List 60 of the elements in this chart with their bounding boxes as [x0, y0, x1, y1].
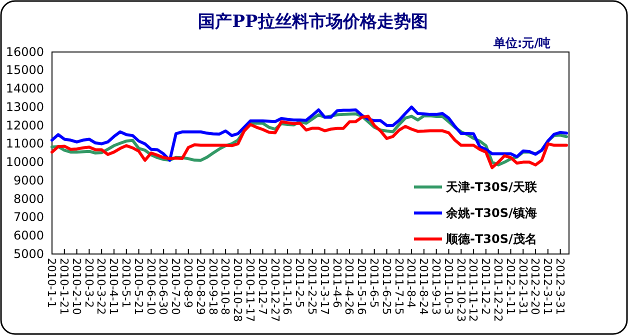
x-tick-label: 2010-1-1	[45, 258, 58, 308]
x-tick-label: 2010-7-20	[169, 258, 182, 315]
x-tick-label: 2010-6-10	[144, 258, 158, 315]
x-tick-label: 2010-1-21	[58, 258, 71, 315]
x-tick-label: 2010-5-21	[132, 258, 145, 315]
x-tick-label: 2010-2-10	[70, 258, 83, 315]
y-tick-label: 11000	[6, 136, 44, 151]
x-tick-label: 2011-12-22	[491, 258, 504, 322]
legend-label: 天津-T30S/天联	[445, 180, 538, 194]
y-tick-label: 5000	[13, 246, 44, 261]
y-tick-label: 7000	[13, 210, 44, 224]
x-tick-label: 2011-6-5	[368, 258, 380, 308]
x-tick-label: 2012-3-31	[553, 258, 566, 315]
y-tick-label: 6000	[13, 228, 44, 242]
x-tick-label: 2011-8-4	[404, 258, 418, 308]
x-tick-label: 2011-1-16	[280, 258, 294, 315]
legend-label: 余姚-T30S/镇海	[445, 206, 537, 220]
x-tick-label: 2010-4-11	[107, 258, 120, 315]
legend-label: 顺德-T30S/茂名	[445, 232, 537, 246]
x-tick-label: 2012-3-11	[541, 258, 554, 315]
x-tick-label: 2011-4-26	[342, 258, 356, 315]
x-tick-label: 2010-6-30	[156, 258, 170, 315]
x-tick-label: 2011-2-25	[306, 258, 319, 315]
x-tick-label: 2012-1-11	[504, 258, 517, 315]
x-tick-label: 2012-2-20	[528, 258, 542, 315]
x-tick-label: 2010-12-7	[256, 258, 269, 315]
x-tick-label: 2011-12-2	[479, 258, 492, 315]
chart-title: 国产PP拉丝料市场价格走势图	[198, 12, 428, 32]
x-tick-label: 2011-4-6	[330, 258, 344, 308]
y-tick-label: 8000	[13, 192, 44, 206]
x-tick-label: 2010-8-9	[182, 258, 195, 308]
x-tick-label: 2010-12-27	[268, 258, 282, 322]
x-tick-label: 2011-8-24	[417, 258, 430, 315]
x-tick-label: 2011-6-25	[380, 258, 393, 315]
text: 单位:元/吨	[492, 36, 551, 50]
y-tick-label: 14000	[6, 82, 44, 96]
line-series	[50, 106, 568, 162]
x-tick-label: 2011-10-23	[454, 258, 468, 322]
x-tick-label: 2010-10-28	[231, 258, 244, 322]
x-tick-label: 2011-7-15	[392, 258, 406, 315]
x-tick-label: 2010-3-22	[94, 258, 108, 315]
y-tick-label: 9000	[13, 173, 44, 188]
x-tick-label: 2012-1-31	[516, 258, 530, 315]
y-tick-label: 12000	[6, 118, 44, 132]
x-tick-label: 2010-9-18	[206, 258, 220, 315]
y-tick-label: 16000	[6, 44, 44, 59]
x-tick-label: 2011-3-17	[318, 258, 331, 315]
x-tick-label: 2010-10-8	[218, 258, 232, 315]
y-tick-label: 13000	[6, 100, 44, 114]
x-tick-label: 2010-3-2	[82, 258, 96, 308]
y-tick-label: 10000	[6, 155, 44, 170]
x-tick-label: 2010-8-29	[194, 258, 207, 315]
y-tick-label: 15000	[6, 63, 44, 78]
x-tick-label: 2011-10-3	[442, 258, 455, 315]
x-tick-label: 2011-9-13	[429, 258, 442, 315]
x-tick-label: 2011-2-5	[293, 258, 306, 308]
x-tick-label: 2010-11-17	[244, 258, 257, 322]
x-tick-label: 2011-11-12	[466, 258, 480, 322]
x-tick-label: 2010-5-1	[120, 258, 133, 308]
x-tick-label: 2011-5-16	[355, 258, 368, 315]
